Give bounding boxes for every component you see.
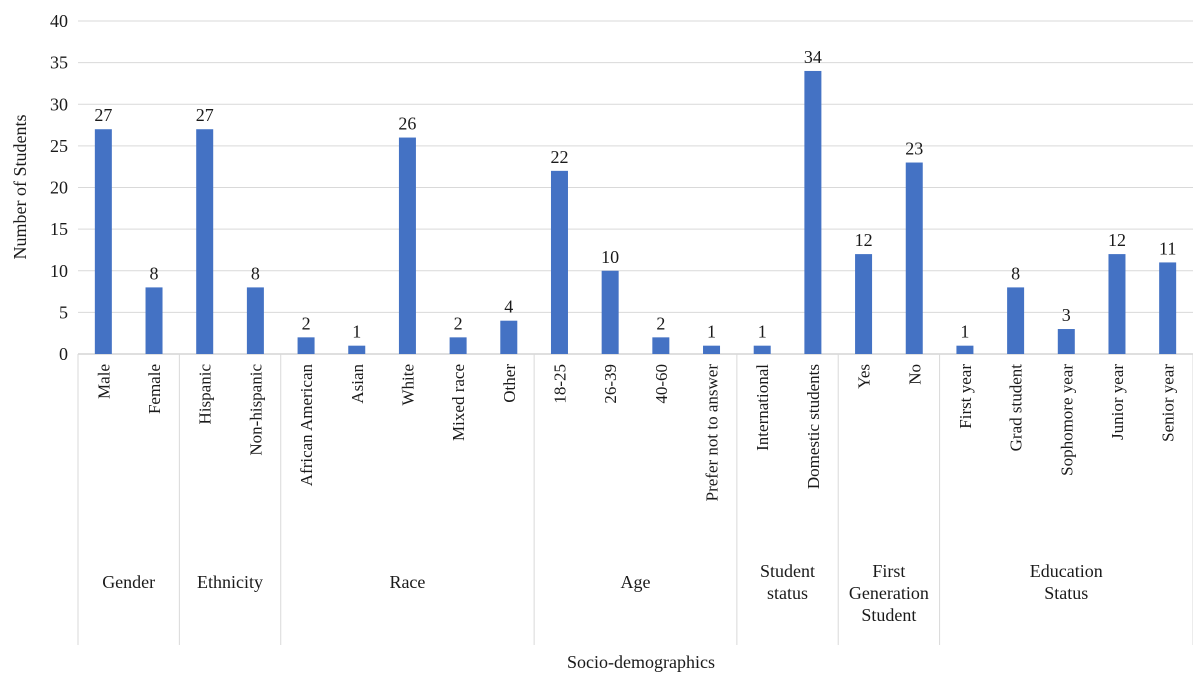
- data-label: 10: [601, 247, 619, 267]
- y-tick-label: 15: [50, 219, 68, 239]
- group-labels: Gender Ethnicity Race Age Student status First…: [102, 561, 1103, 625]
- bar: [652, 337, 670, 354]
- bar: [905, 162, 923, 354]
- category-label: Junior year: [1108, 364, 1127, 440]
- data-label: 1: [758, 322, 767, 342]
- y-tick-label: 30: [50, 94, 68, 114]
- group-label: Student status: [760, 561, 815, 603]
- category-label: 18-25: [550, 364, 569, 404]
- data-label: 1: [960, 322, 969, 342]
- bar: [1057, 329, 1075, 354]
- y-tick-label: 20: [50, 178, 68, 198]
- category-label: Non-hispanic: [246, 364, 265, 456]
- bar: [246, 287, 264, 354]
- gridlines: [78, 20, 1193, 355]
- category-label: African American: [297, 364, 316, 487]
- category-label: Domestic students: [804, 364, 823, 489]
- bar: [94, 129, 112, 354]
- category-label: Other: [500, 364, 519, 403]
- group-label: Race: [389, 572, 425, 592]
- y-tick-label: 35: [50, 53, 68, 73]
- data-label: 8: [251, 263, 260, 283]
- data-label: 27: [196, 105, 214, 125]
- y-tick-label: 5: [59, 302, 68, 322]
- data-label: 1: [352, 322, 361, 342]
- category-label: Senior year: [1159, 364, 1178, 442]
- category-label: Asian: [348, 364, 367, 404]
- data-label: 12: [855, 230, 873, 250]
- category-label: Hispanic: [196, 364, 215, 425]
- bar: [500, 320, 518, 354]
- data-label: 34: [804, 47, 822, 67]
- bar: [449, 337, 467, 354]
- category-label: Mixed race: [449, 364, 468, 441]
- category-label: No: [905, 364, 924, 385]
- group-label: Ethnicity: [197, 572, 263, 592]
- data-label: 26: [398, 114, 416, 134]
- bars: [94, 70, 1177, 354]
- group-label: Age: [621, 572, 651, 592]
- bar: [1159, 262, 1177, 354]
- category-labels: Male Female Hispanic Non-hispanic African Am…: [94, 364, 1177, 502]
- y-axis-title: Number of Students: [10, 115, 30, 260]
- category-label: 40-60: [652, 364, 671, 404]
- bar: [348, 345, 366, 354]
- bar: [398, 137, 416, 354]
- category-label: White: [398, 364, 417, 406]
- data-label: 3: [1062, 305, 1071, 325]
- bar: [956, 345, 974, 354]
- group-label: Gender: [102, 572, 155, 592]
- x-axis-title: Socio-demographics: [567, 652, 715, 672]
- category-label: First year: [956, 364, 975, 429]
- group-dividers: [77, 354, 1193, 645]
- data-label: 23: [905, 139, 923, 159]
- y-tick-label: 10: [50, 261, 68, 281]
- group-label: First Generation Student: [849, 561, 929, 625]
- data-label: 2: [302, 313, 311, 333]
- data-label: 1: [707, 322, 716, 342]
- category-label: Grad student: [1007, 364, 1026, 452]
- category-label: Yes: [855, 364, 874, 389]
- category-label: Male: [94, 364, 113, 399]
- bar: [196, 129, 214, 354]
- bar: [297, 337, 315, 354]
- data-label: 8: [150, 263, 159, 283]
- bar: [804, 70, 822, 354]
- y-tick-label: 0: [59, 344, 68, 364]
- data-label: 22: [550, 147, 568, 167]
- data-label: 2: [656, 313, 665, 333]
- group-label: Education Status: [1030, 561, 1103, 603]
- data-label: 11: [1159, 238, 1176, 258]
- bar: [1007, 287, 1025, 354]
- bar: [1108, 254, 1126, 354]
- data-label: 8: [1011, 263, 1020, 283]
- category-label: Sophomore year: [1057, 364, 1076, 476]
- bar: [703, 345, 721, 354]
- data-label: 4: [504, 297, 513, 317]
- y-tick-label: 40: [50, 11, 68, 31]
- data-label: 27: [94, 105, 112, 125]
- category-label: 26-39: [601, 364, 620, 404]
- category-label: Prefer not to answer: [703, 364, 722, 502]
- y-axis-ticks: 0 5 10 15 20 25 30 35 40: [50, 11, 68, 364]
- bar: [855, 254, 873, 354]
- data-label: 2: [454, 313, 463, 333]
- bar: [550, 170, 568, 354]
- bar: [145, 287, 163, 354]
- data-label: 12: [1108, 230, 1126, 250]
- bar: [601, 270, 619, 354]
- category-label: International: [753, 364, 772, 451]
- category-label: Female: [145, 364, 164, 414]
- bar: [753, 345, 771, 354]
- y-tick-label: 25: [50, 136, 68, 156]
